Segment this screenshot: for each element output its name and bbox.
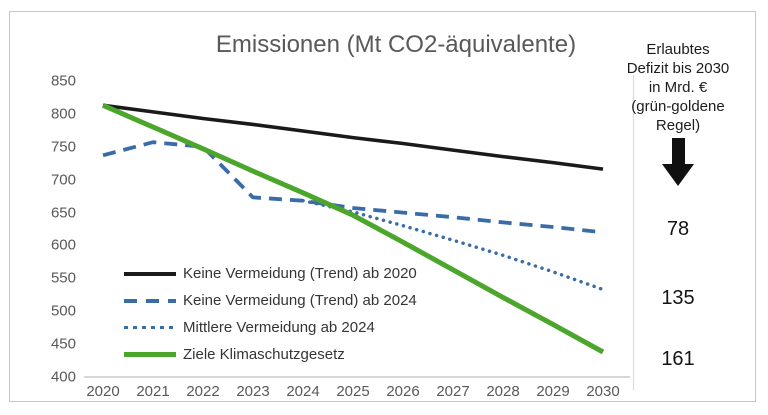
legend-swatch-blue-dotted-line [124, 325, 176, 330]
y-tick-label: 400 [50, 368, 76, 386]
deficit-value-klimaschutzgesetz: 161 [661, 348, 695, 370]
legend-label: Mittlere Vermeidung ab 2024 [183, 319, 375, 336]
legend-label: Keine Vermeidung (Trend) ab 2020 [183, 265, 417, 282]
y-tick-label: 850 [50, 72, 76, 90]
deficit-value-mittlere-vermeidung: 135 [661, 287, 695, 309]
down-arrow-icon [662, 138, 694, 186]
legend-item-klimaschutzgesetz: Ziele Klimaschutzgesetz [124, 341, 417, 368]
x-tick-label: 2021 [136, 383, 170, 400]
y-tick-label: 500 [50, 302, 76, 320]
legend-swatch-green-solid-line [124, 352, 176, 357]
y-tick-label: 600 [50, 236, 76, 254]
legend-swatch-black-solid-line [124, 271, 176, 276]
x-tick-label: 2028 [486, 383, 520, 400]
y-tick-label: 800 [50, 105, 76, 123]
right-panel-title-line: Erlaubtes [646, 41, 710, 58]
y-tick-label: 700 [50, 171, 76, 189]
right-panel-title: Erlaubtes Defizit bis 2030 in Mrd. € (gr… [600, 40, 756, 135]
x-tick-label: 2029 [536, 383, 570, 400]
deficit-value-trend-2024: 78 [666, 218, 690, 240]
x-tick-label: 2024 [286, 383, 320, 400]
chart-title: Emissionen (Mt CO2-äquivalente) [215, 31, 577, 58]
legend-item-mittlere-vermeidung: Mittlere Vermeidung ab 2024 [124, 314, 417, 341]
right-panel-title-line: Regel) [655, 117, 701, 134]
x-tick-label: 2030 [586, 383, 620, 400]
x-tick-label: 2022 [186, 383, 220, 400]
legend-label: Ziele Klimaschutzgesetz [183, 346, 345, 363]
x-tick-label: 2020 [86, 383, 120, 400]
legend-item-trend-2024: Keine Vermeidung (Trend) ab 2024 [124, 287, 417, 314]
y-tick-label: 450 [50, 335, 76, 353]
x-tick-label: 2026 [386, 383, 420, 400]
legend-item-trend-2020: Keine Vermeidung (Trend) ab 2020 [124, 260, 417, 287]
legend-swatch-blue-dashed-line [124, 298, 176, 303]
right-panel-title-line: (grün-goldene [631, 98, 725, 115]
y-tick-label: 550 [50, 269, 76, 287]
chart-legend: Keine Vermeidung (Trend) ab 2020 Keine V… [124, 260, 417, 368]
right-panel-title-line: in Mrd. € [648, 79, 708, 96]
right-panel-title-line: Defizit bis 2030 [626, 60, 730, 77]
x-tick-label: 2025 [336, 383, 370, 400]
y-tick-label: 750 [50, 138, 76, 156]
y-tick-label: 650 [50, 204, 76, 222]
x-tick-label: 2027 [436, 383, 470, 400]
legend-label: Keine Vermeidung (Trend) ab 2024 [183, 292, 417, 309]
x-tick-label: 2023 [236, 383, 270, 400]
